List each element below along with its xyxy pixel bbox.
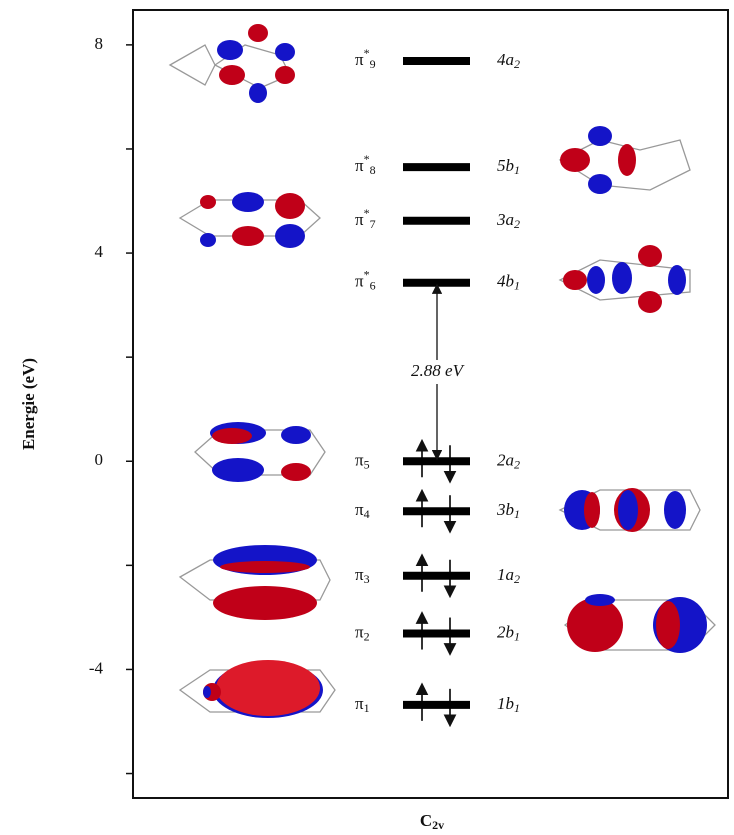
level-symbol: π	[355, 622, 364, 641]
level-sub: 4	[364, 507, 370, 521]
y-tick-label: 8	[95, 34, 104, 53]
symmetry-label: 3a2	[496, 210, 520, 231]
orbital-picture	[563, 594, 716, 653]
electron-pair	[415, 682, 457, 728]
level-label: π5	[355, 450, 370, 471]
level-symbol: π	[355, 50, 364, 69]
level-sup: *	[364, 46, 370, 60]
x-label-main: C	[420, 811, 432, 830]
level-sub: 5	[364, 457, 370, 471]
level-label: π*9	[355, 46, 376, 71]
symmetry-label: 4a2	[497, 50, 520, 71]
y-tick-label: -4	[89, 658, 104, 677]
symmetry-sub: 1	[514, 163, 520, 177]
level-sub: 8	[370, 163, 376, 177]
orbital-picture	[178, 192, 321, 248]
electron-pair	[415, 611, 457, 656]
symmetry-main: 2a	[497, 450, 514, 469]
symmetry-sub: 2	[514, 57, 520, 71]
level-sub: 1	[364, 701, 370, 715]
level-symbol: π	[355, 694, 364, 713]
level-symbol: π	[355, 156, 364, 175]
symmetry-label: 5b1	[497, 156, 520, 177]
level-sub: 6	[370, 278, 376, 292]
level-symbol: π	[355, 500, 364, 519]
level-symbol: π	[355, 272, 364, 291]
orbital-picture	[558, 126, 691, 194]
orbital-picture	[194, 422, 326, 482]
level-label: π1	[355, 694, 370, 715]
gap-label-bg	[392, 359, 482, 384]
symmetry-main: 4b	[497, 272, 514, 291]
symmetry-label: 2b1	[497, 622, 520, 643]
symmetry-label: 3b1	[496, 500, 520, 521]
gap-label: 2.88 eV	[411, 361, 466, 380]
symmetry-label: 2a2	[497, 450, 520, 471]
orbital-picture	[178, 660, 336, 718]
level-symbol: π	[355, 565, 364, 584]
plot-frame	[132, 9, 729, 799]
symmetry-sub: 1	[514, 629, 520, 643]
level-label: π*7	[355, 206, 376, 231]
symmetry-main: 3b	[496, 500, 514, 519]
symmetry-main: 1b	[497, 694, 514, 713]
symmetry-main: 4a	[497, 50, 514, 69]
level-label: π4	[355, 500, 370, 521]
symmetry-label: 1a2	[497, 565, 520, 586]
level-symbol: π	[355, 210, 364, 229]
level-sub: 3	[364, 572, 370, 586]
symmetry-sub: 2	[514, 217, 520, 231]
level-label: π2	[355, 622, 370, 643]
electron-pair	[415, 488, 457, 534]
symmetry-main: 1a	[497, 565, 514, 584]
orbital-pictures	[168, 24, 716, 718]
electron-pair	[415, 553, 457, 599]
level-sup: *	[364, 206, 370, 220]
level-label: π*6	[355, 267, 376, 292]
symmetry-main: 3a	[496, 210, 514, 229]
x-label-sub: 2v	[432, 818, 444, 832]
level-symbol: π	[355, 450, 364, 469]
symmetry-sub: 1	[514, 701, 520, 715]
level-sup: *	[364, 152, 370, 166]
orbital-picture	[168, 24, 295, 103]
symmetry-sub: 1	[514, 278, 520, 292]
symmetry-label: 1b1	[497, 694, 520, 715]
symmetry-main: 2b	[497, 622, 514, 641]
orbital-picture	[178, 545, 331, 620]
symmetry-sub: 2	[514, 572, 520, 586]
level-sub: 7	[370, 217, 376, 231]
y-axis-label: Energie (eV)	[19, 358, 38, 450]
level-sub: 9	[370, 57, 376, 71]
level-sub: 2	[364, 629, 370, 643]
x-axis-label: C2v	[420, 811, 444, 832]
level-label: π*8	[355, 152, 376, 177]
symmetry-label: 4b1	[497, 272, 520, 293]
symmetry-main: 5b	[497, 156, 514, 175]
y-tick-label: 4	[95, 242, 104, 261]
y-tick-label: 0	[95, 450, 104, 469]
orbital-picture	[558, 245, 691, 313]
electron-pair	[415, 438, 457, 484]
level-sup: *	[364, 267, 370, 281]
orbital-picture	[558, 488, 701, 532]
symmetry-sub: 2	[514, 457, 520, 471]
level-label: π3	[355, 565, 370, 586]
symmetry-sub: 1	[514, 507, 520, 521]
